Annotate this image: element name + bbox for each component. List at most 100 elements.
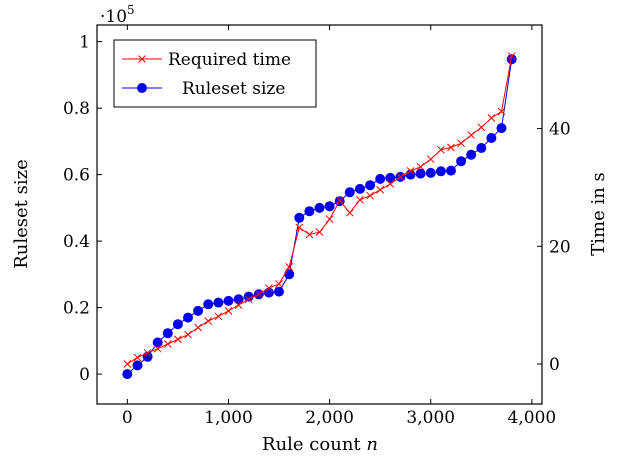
data-point-ruleset-size xyxy=(284,269,295,280)
x-tick-label: 3,000 xyxy=(406,408,455,428)
data-point-required-time xyxy=(457,139,465,148)
data-point-ruleset-size xyxy=(243,291,254,302)
legend-box xyxy=(113,39,317,108)
data-point-required-time xyxy=(447,143,455,152)
data-point-required-time xyxy=(295,223,304,232)
data-point-ruleset-size xyxy=(193,305,204,316)
data-point-ruleset-size xyxy=(506,54,517,65)
data-point-required-time xyxy=(386,180,395,188)
legend-label-required-time: Required time xyxy=(168,50,291,70)
data-point-required-time xyxy=(153,344,162,353)
data-point-required-time xyxy=(143,348,152,357)
data-point-ruleset-size xyxy=(496,123,507,134)
legend-marker-x xyxy=(138,55,146,63)
data-point-ruleset-size xyxy=(172,319,183,330)
right-y-tick-label: 20 xyxy=(549,237,571,257)
left-y-tick-label: 0.2 xyxy=(63,299,90,319)
data-point-required-time xyxy=(376,185,385,194)
data-point-required-time xyxy=(507,52,516,61)
left-y-tick-label: 0 xyxy=(79,365,90,385)
data-point-required-time xyxy=(194,323,202,332)
data-point-ruleset-size xyxy=(304,206,315,217)
data-point-required-time xyxy=(437,145,445,154)
data-point-required-time xyxy=(163,340,172,348)
left-y-tick-label: 0.8 xyxy=(63,99,90,119)
data-point-required-time xyxy=(335,196,344,205)
left-y-tick-label: 1 xyxy=(79,33,90,53)
data-point-required-time xyxy=(275,280,283,288)
right-y-tick-label: 0 xyxy=(549,355,560,375)
data-point-required-time xyxy=(477,123,486,132)
legend-marker-circle xyxy=(137,83,147,93)
data-point-required-time xyxy=(356,195,364,204)
data-point-ruleset-size xyxy=(375,173,386,184)
right-y-axis-title: Time in s xyxy=(588,172,609,256)
data-point-required-time xyxy=(123,360,132,368)
data-point-ruleset-size xyxy=(466,149,477,160)
data-point-ruleset-size xyxy=(486,133,497,143)
data-point-required-time xyxy=(133,353,142,362)
data-point-required-time xyxy=(174,335,182,344)
data-point-ruleset-size xyxy=(425,167,436,178)
data-point-ruleset-size xyxy=(355,183,365,194)
right-y-tick-label: 40 xyxy=(549,120,571,140)
data-point-ruleset-size xyxy=(263,287,274,298)
data-point-required-time xyxy=(366,191,374,200)
data-point-required-time xyxy=(416,162,425,171)
data-point-ruleset-size xyxy=(122,369,133,380)
left-y-axis-title: Ruleset size xyxy=(11,159,32,269)
data-point-required-time xyxy=(285,263,294,271)
legend-entry-ruleset-size: Ruleset size xyxy=(122,79,285,99)
data-point-required-time xyxy=(305,230,314,239)
data-point-required-time xyxy=(325,215,334,224)
x-tick-label: 0 xyxy=(122,408,133,428)
left-y-tick-label: 0.4 xyxy=(63,232,90,252)
data-point-required-time xyxy=(184,330,192,339)
data-point-ruleset-size xyxy=(152,337,163,348)
legend-label-ruleset-size: Ruleset size xyxy=(182,79,285,99)
data-point-ruleset-size xyxy=(162,328,173,339)
data-point-required-time xyxy=(244,295,253,304)
data-point-ruleset-size xyxy=(213,297,224,308)
plot-area xyxy=(96,24,543,405)
data-point-ruleset-size xyxy=(385,172,396,183)
data-point-required-time xyxy=(396,172,405,181)
data-point-ruleset-size xyxy=(435,166,446,177)
data-point-required-time xyxy=(487,114,496,122)
legend: Required time Ruleset size xyxy=(113,39,317,108)
x-tick-label: 1,000 xyxy=(204,408,253,428)
left-y-tick-label: 0.6 xyxy=(63,166,90,186)
series-layer xyxy=(122,52,517,380)
data-point-ruleset-size xyxy=(203,299,214,310)
data-point-ruleset-size xyxy=(294,212,305,223)
data-point-ruleset-size xyxy=(132,360,143,371)
data-point-ruleset-size xyxy=(446,165,456,176)
data-point-required-time xyxy=(254,290,263,298)
x-tick-label: 2,000 xyxy=(305,408,354,428)
data-point-required-time xyxy=(214,312,223,321)
data-point-ruleset-size xyxy=(274,286,284,297)
right-y-axis-ticks: 0 20 40 xyxy=(537,120,571,375)
data-point-required-time xyxy=(204,317,213,325)
legend-entry-required-time: Required time xyxy=(122,50,291,70)
data-point-ruleset-size xyxy=(314,202,325,213)
x-axis-ticks: 0 1,000 2,000 3,000 4,000 xyxy=(122,25,556,428)
data-point-ruleset-size xyxy=(223,295,234,306)
data-point-required-time xyxy=(315,228,324,237)
data-point-required-time xyxy=(426,155,435,164)
data-point-required-time xyxy=(345,208,354,217)
data-point-required-time xyxy=(224,307,233,315)
data-point-ruleset-size xyxy=(365,180,376,191)
data-point-required-time xyxy=(467,131,476,139)
data-point-ruleset-size xyxy=(476,143,487,153)
plot-frame xyxy=(96,24,543,405)
data-point-ruleset-size xyxy=(415,168,426,179)
left-y-axis-ticks: 0 0.2 0.4 0.6 0.8 1 xyxy=(63,33,102,385)
data-point-ruleset-size xyxy=(456,156,467,167)
data-point-required-time xyxy=(265,284,273,292)
data-point-required-time xyxy=(406,167,415,175)
x-tick-label: 4,000 xyxy=(508,408,557,428)
y-axis-multiplier: ·105 xyxy=(100,3,135,27)
data-point-ruleset-size xyxy=(183,312,193,323)
